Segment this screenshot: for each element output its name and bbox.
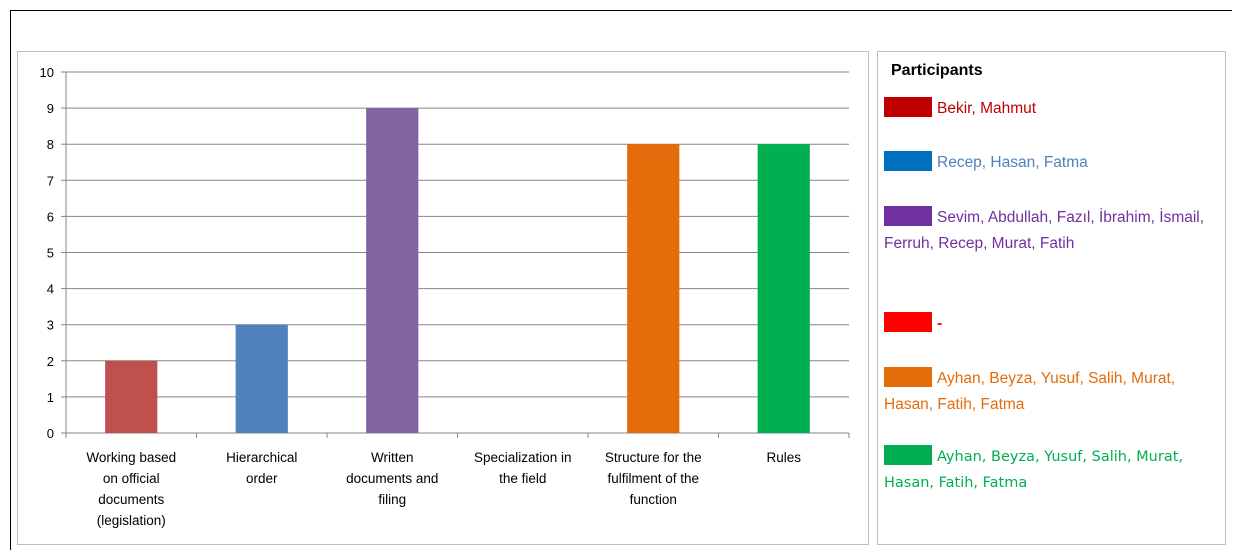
x-tick-label: Specialization in [474,450,572,465]
bar [105,360,158,433]
x-tick-label: filing [378,492,406,507]
y-tick-label: 5 [47,246,54,261]
legend-item-2: Recep, Hasan, Fatma [884,150,1219,176]
y-tick-label: 3 [47,318,54,333]
x-tick-label: Hierarchical [226,450,297,465]
y-tick-label: 9 [47,101,54,116]
x-tick-label: Rules [766,450,801,465]
x-tick-label: the field [499,471,546,486]
legend-box [877,51,1226,545]
legend-swatch [884,312,932,332]
y-tick-label: 2 [47,354,54,369]
x-tick-label: Written [371,450,414,465]
y-tick-label: 7 [47,173,54,188]
legend-label: Bekir, Mahmut [937,100,1037,117]
x-tick-label: fulfilment of the [607,471,699,486]
legend-item-4: - [884,311,1219,337]
y-tick-label: 8 [47,137,54,152]
y-tick-label: 1 [47,390,54,405]
x-tick-label: on official [103,471,160,486]
legend-title: Participants [891,62,983,79]
legend-swatch [884,151,932,171]
legend-label: Recep, Hasan, Fatma [937,154,1088,171]
legend-item-3: Sevim, Abdullah, Fazıl, İbrahim, İsmail,… [884,205,1219,257]
x-tick-label: documents and [346,471,438,486]
x-tick-label: (legislation) [97,513,166,528]
bar [757,144,810,433]
chart-frame [17,51,869,545]
legend-item-1: Bekir, Mahmut [884,96,1219,122]
legend-item-6: Ayhan, Beyza, Yusuf, Salih, Murat, Hasan… [884,444,1219,496]
outer-frame [10,10,1232,550]
x-tick-label: Working based [86,450,176,465]
legend-label: Ayhan, Beyza, Yusuf, Salih, Murat, Hasan… [884,370,1176,413]
y-tick-label: 4 [47,282,54,297]
bar [627,144,680,433]
legend-item-5: Ayhan, Beyza, Yusuf, Salih, Murat, Hasan… [884,366,1219,418]
legend-label: - [937,315,943,332]
legend-swatch [884,206,932,226]
legend-label: Ayhan, Beyza, Yusuf, Salih, Murat, Hasan… [884,449,1184,491]
x-tick-label: Structure for the [605,450,702,465]
legend-swatch [884,367,932,387]
bar [366,108,419,433]
y-tick-label: 10 [40,65,54,80]
y-tick-label: 6 [47,209,54,224]
legend-label: Sevim, Abdullah, Fazıl, İbrahim, İsmail,… [884,209,1205,252]
x-tick-label: documents [98,492,164,507]
legend-swatch [884,97,932,117]
bar [235,324,288,433]
y-tick-label: 0 [47,426,54,441]
x-tick-label: function [630,492,677,507]
x-tick-label: order [246,471,278,486]
legend-swatch [884,445,932,465]
